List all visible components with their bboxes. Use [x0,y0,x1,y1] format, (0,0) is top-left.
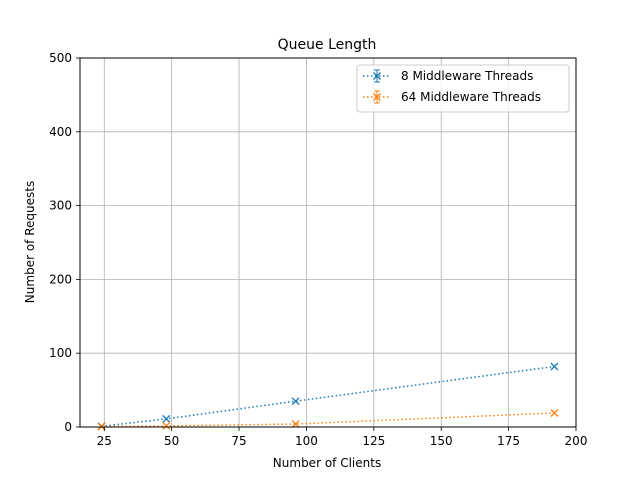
y-tick-label: 100 [49,346,72,360]
y-tick-label: 400 [49,125,72,139]
series-line [101,365,555,428]
legend: 8 Middleware Threads 64 Middleware Thread… [356,64,570,113]
y-tick-label: 0 [64,420,72,434]
x-axis-label: Number of Clients [273,456,381,470]
plot-frame [79,57,577,428]
legend-item: 8 Middleware Threads [363,69,533,83]
x-tick-label: 100 [295,434,318,448]
y-tick-label: 300 [49,199,72,213]
x-tick-label: 75 [231,434,246,448]
x-tick-label: 200 [565,434,588,448]
data-point-marker [291,420,300,429]
x-tick-label: 175 [497,434,520,448]
data-point-marker [162,414,171,423]
x-tick-label: 25 [97,434,112,448]
data-point-marker [291,397,300,406]
series-line [101,412,555,428]
legend-label: 8 Middleware Threads [401,69,533,83]
legend-box [356,64,570,113]
ticks: 25 50 75 100 125 150 175 200 0 100 200 300 400 500 [49,51,587,448]
y-tick-label: 500 [49,51,72,65]
series-layer [97,362,559,431]
legend-label: 64 Middleware Threads [401,90,541,104]
chart-title: Queue Length [278,37,377,53]
legend-marker [373,93,381,101]
x-tick-label: 125 [362,434,385,448]
data-point-marker [550,409,559,417]
y-axis-label: Number of Requests [23,181,37,303]
legend-marker [373,72,381,80]
series-2 [97,409,559,431]
legend-item: 64 Middleware Threads [363,90,541,104]
data-point-marker [550,362,559,371]
data-point-marker [162,421,171,430]
y-tick-label: 200 [49,272,72,286]
x-tick-label: 150 [430,434,453,448]
x-tick-label: 50 [164,434,179,448]
